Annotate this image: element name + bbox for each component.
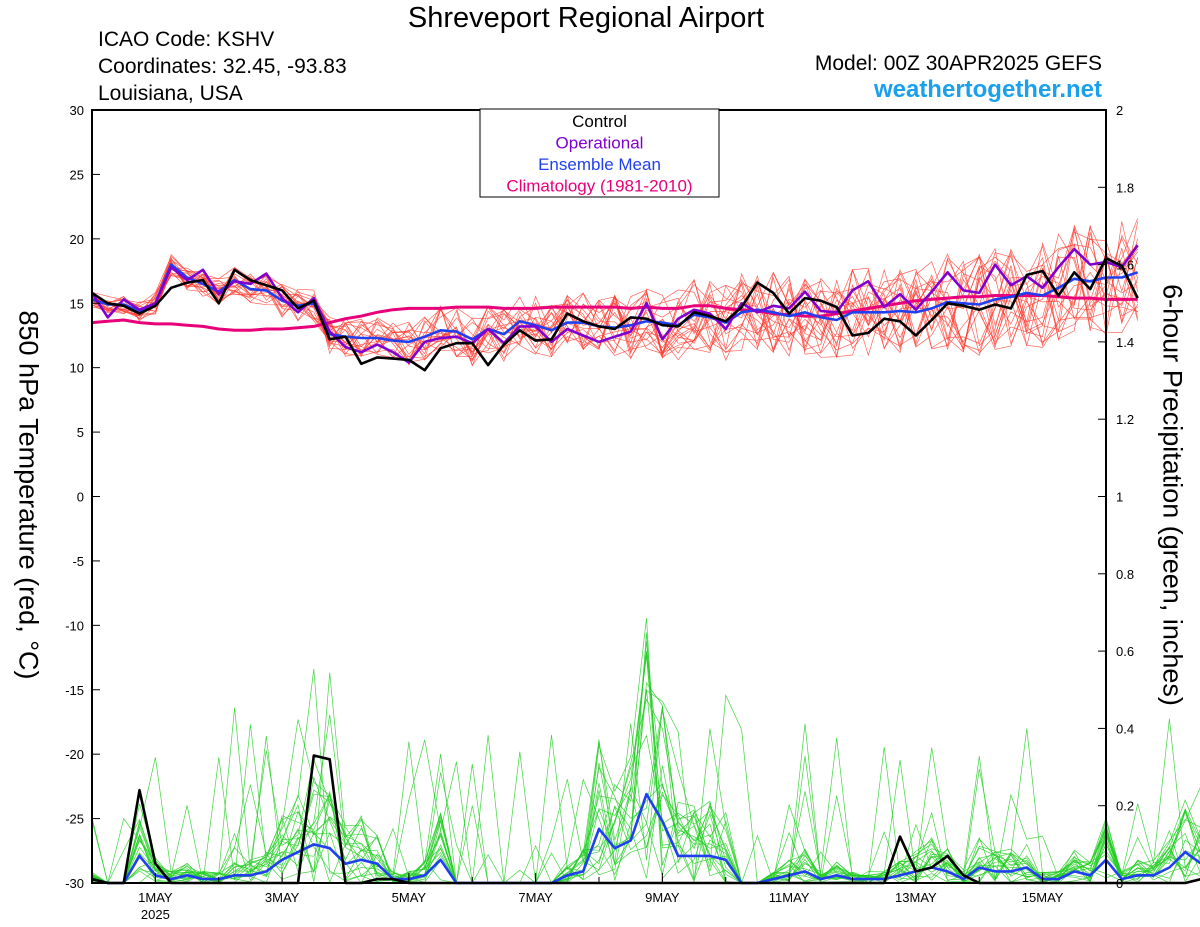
member-temperature-line (91, 255, 1139, 361)
member-precipitation-line (91, 719, 1200, 884)
y-left-tick-label: 30 (70, 103, 84, 118)
y-right-tick-label: 0.8 (1116, 567, 1134, 582)
y-left-tick-label: 15 (70, 296, 84, 311)
legend: Control Operational Ensemble Mean Climatolo… (479, 108, 720, 198)
x-tick-label: 3MAY (265, 890, 300, 905)
member-temperature-line (91, 232, 1139, 362)
y-right-tick-label: 1.6 (1116, 258, 1134, 273)
x-tick-label: 9MAY (645, 890, 680, 905)
y-right-tick-label: 1.2 (1116, 412, 1134, 427)
member-temperature-line (91, 237, 1139, 363)
x-tick-label: 5MAY (392, 890, 427, 905)
climatology-temperature-line (91, 294, 1138, 332)
y-left-tick-label: -25 (65, 812, 84, 827)
member-temperature-line (91, 224, 1138, 361)
legend-entry-ensemble-mean: Ensemble Mean (538, 155, 661, 174)
site-link[interactable]: weathertogether.net (873, 76, 1102, 103)
legend-entry-climatology: Climatology (1981-2010) (506, 177, 692, 196)
y-right-tick-label: 0 (1116, 876, 1123, 891)
y-left-tick-label: 20 (70, 232, 84, 247)
y-left-tick-label: 10 (70, 361, 84, 376)
y-left-tick-label: -5 (72, 554, 84, 569)
y-right-tick-label: 1 (1116, 490, 1123, 505)
chart-title: Shreveport Regional Airport (407, 2, 765, 34)
x-tick-label: 11MAY (769, 890, 810, 905)
legend-entry-operational: Operational (556, 134, 644, 153)
operational-temperature-line (90, 244, 1139, 364)
member-precipitation-line (91, 641, 1200, 884)
legend-entry-control: Control (572, 112, 627, 131)
member-temperature-line (91, 251, 1139, 361)
y-left-tick-label: 0 (77, 490, 84, 505)
member-precipitation-line (91, 681, 1200, 885)
x-tick-sublabel: 2025 (141, 907, 170, 922)
y-right-tick-label: 0.2 (1116, 799, 1134, 814)
member-temperature-line (91, 229, 1138, 359)
member-temperature-line (91, 221, 1139, 365)
region: Louisiana, USA (98, 82, 243, 105)
y-left-tick-label: -15 (65, 683, 84, 698)
y-left-tick-label: 25 (70, 167, 84, 182)
y-left-tick-label: -20 (65, 747, 84, 762)
legend-box (479, 108, 720, 198)
x-tick-label: 1MAY (138, 890, 173, 905)
icao-code: ICAO Code: KSHV (98, 28, 275, 51)
y-right-tick-label: 1.8 (1116, 180, 1134, 195)
control-temperature-line (91, 256, 1139, 372)
chart-series (90, 244, 1200, 885)
coordinates: Coordinates: 32.45, -93.83 (98, 55, 347, 78)
x-tick-label: 13MAY (895, 890, 937, 905)
y-right-tick-label: 0.6 (1116, 644, 1134, 659)
member-temperature-line (91, 227, 1138, 358)
x-tick-label: 7MAY (518, 890, 553, 905)
ensemble-mean-precipitation-line (91, 792, 1200, 885)
chart-axes: 302520151050-5-10-15-20-25-3021.81.61.41… (65, 103, 1134, 922)
y-left-tick-label: 5 (77, 425, 84, 440)
y-right-tick-label: 2 (1116, 103, 1123, 118)
ensemble-member-precipitation-lines (91, 617, 1200, 885)
y-left-tick-label: -30 (65, 876, 84, 891)
y-right-tick-label: 0.4 (1116, 721, 1134, 736)
y-right-tick-label: 1.4 (1116, 335, 1134, 350)
x-tick-label: 15MAY (1022, 890, 1064, 905)
model-run: Model: 00Z 30APR2025 GEFS (814, 52, 1102, 75)
y-left-tick-label: -10 (65, 618, 84, 633)
